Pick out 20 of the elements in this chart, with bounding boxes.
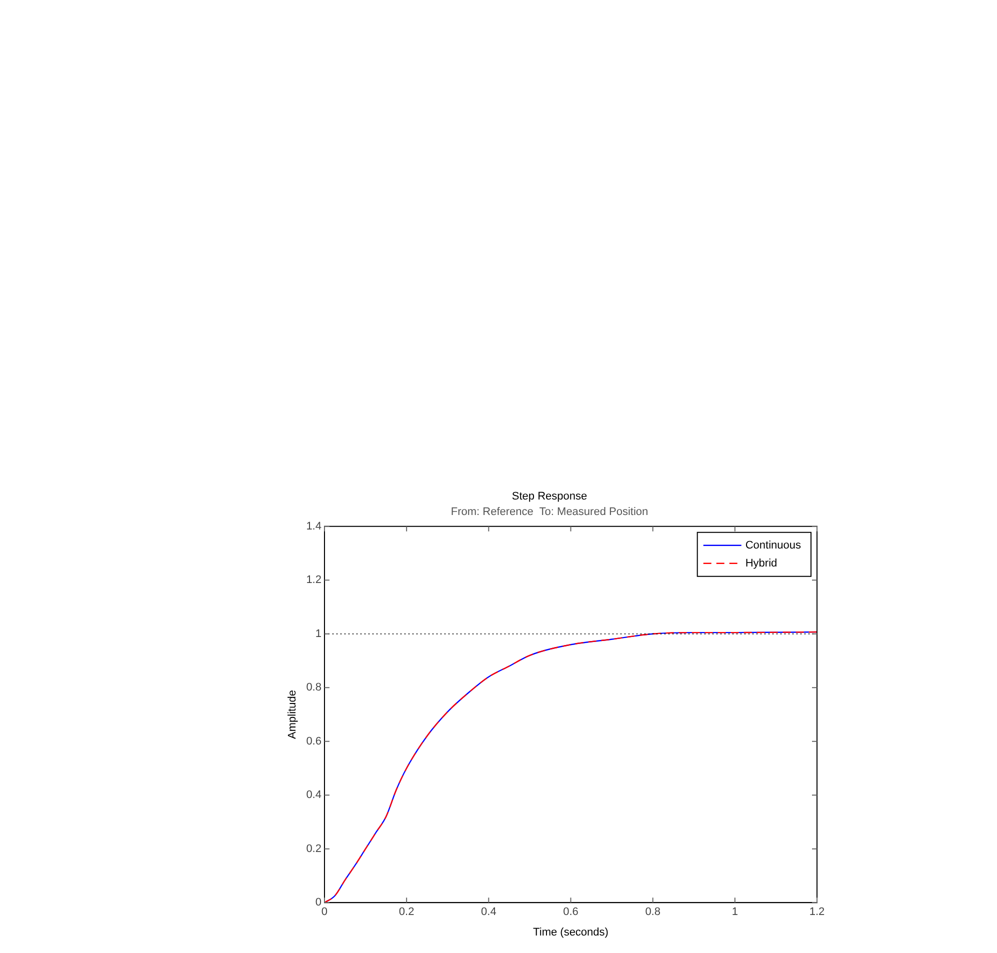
x-tick-label: 0.8 <box>645 906 660 918</box>
chart-subtitle: From: Reference To: Measured Position <box>450 506 648 518</box>
x-tick-label: 0.2 <box>398 906 414 918</box>
y-tick-label: 0.4 <box>306 789 322 802</box>
x-axis-title: Time (seconds) <box>533 926 608 938</box>
legend-label: Continuous <box>745 539 802 552</box>
y-axis-title: Amplitude <box>286 690 299 739</box>
y-tick-label: 1 <box>315 628 322 640</box>
x-tick-label: 0.6 <box>563 906 578 918</box>
y-tick-label: 0.6 <box>306 735 322 748</box>
y-tick-label: 1.4 <box>306 520 322 532</box>
x-tick-label: 0.4 <box>481 906 496 918</box>
legend-label: Hybrid <box>745 557 778 570</box>
x-tick-label: 1.2 <box>809 906 825 918</box>
y-tick-label: 0 <box>315 896 322 909</box>
y-tick-label: 0.8 <box>306 682 322 694</box>
x-tick-label: 1 <box>732 906 738 918</box>
y-tick-label: 1.2 <box>306 574 322 586</box>
y-tick-label: 0.2 <box>306 842 322 855</box>
chart-title: Step Response <box>512 490 588 503</box>
